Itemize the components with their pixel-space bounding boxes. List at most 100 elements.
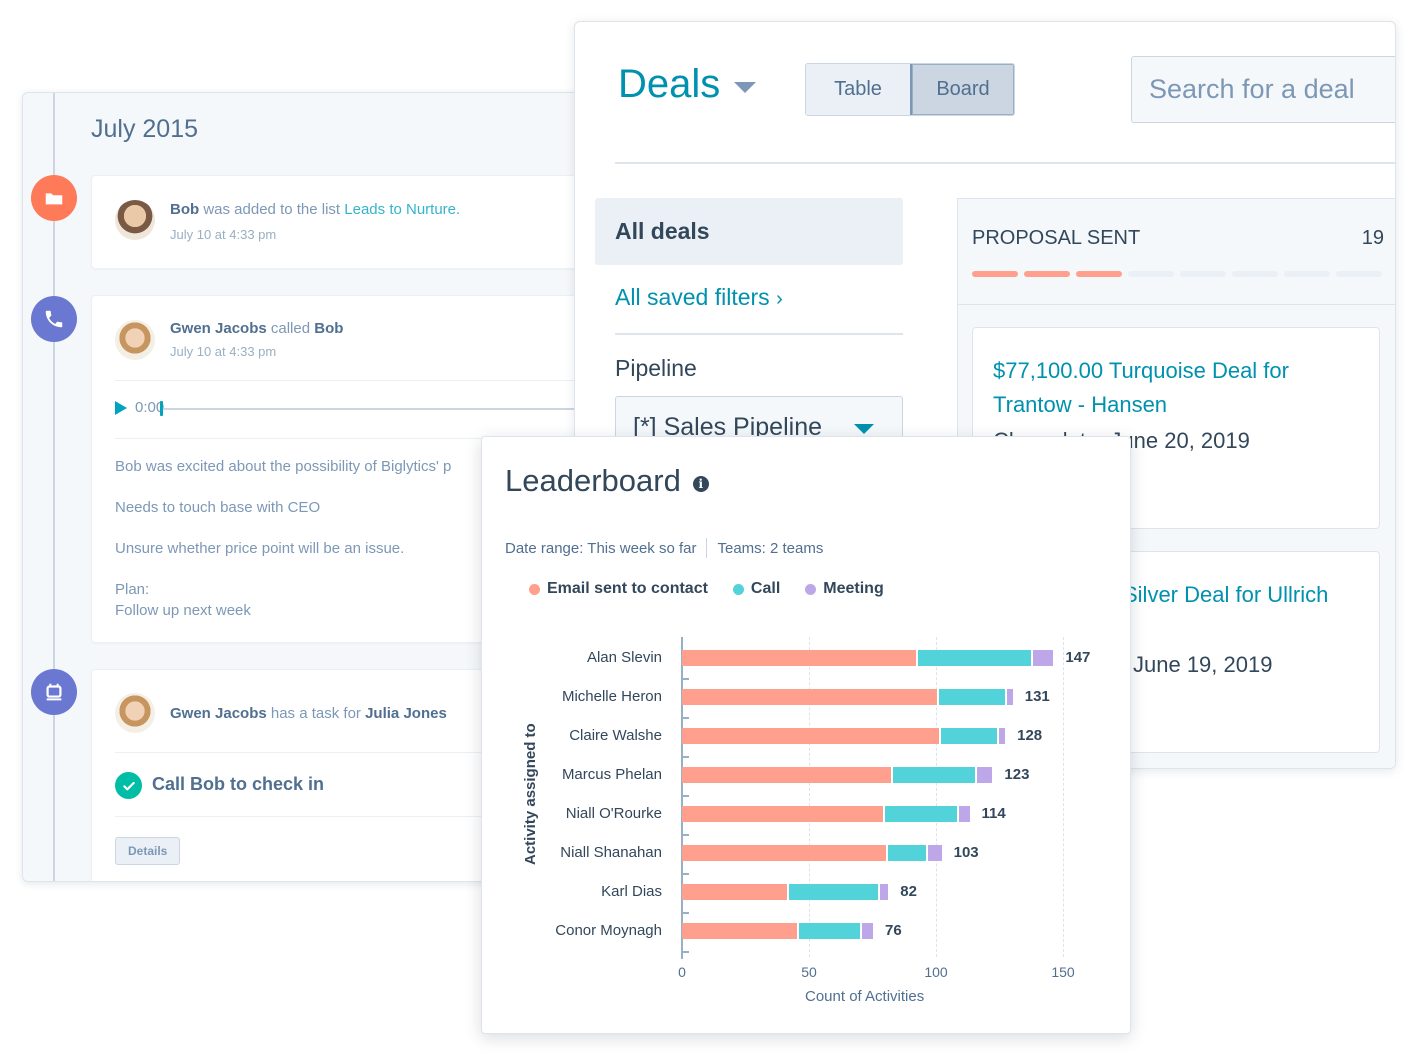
task-title[interactable]: Call Bob to check in bbox=[152, 774, 325, 794]
all-deals-filter[interactable]: All deals bbox=[595, 198, 903, 265]
bar-segment[interactable] bbox=[976, 767, 995, 783]
bar-segment[interactable] bbox=[1007, 689, 1015, 705]
bar-segment[interactable] bbox=[892, 767, 977, 783]
call-note-line: Plan: bbox=[115, 581, 150, 598]
bar-segment[interactable] bbox=[682, 845, 888, 861]
x-axis-title: Count of Activities bbox=[805, 988, 925, 1005]
event-target: Julia Jones bbox=[365, 705, 447, 722]
bar-total-label: 147 bbox=[1065, 649, 1091, 666]
stage-name: PROPOSAL SENT bbox=[972, 227, 1141, 249]
avatar-gwen-jacobs bbox=[115, 320, 155, 360]
bar-segment[interactable] bbox=[798, 923, 863, 939]
y-tick bbox=[681, 951, 689, 953]
deal-name-link[interactable]: $77,100.00 Turquoise Deal for Trantow - … bbox=[993, 354, 1289, 422]
bar-segment[interactable] bbox=[880, 884, 891, 900]
legend-item-email[interactable]: Email sent to contact bbox=[529, 580, 708, 598]
event-summary: Gwen Jacobs called Bob bbox=[170, 320, 343, 337]
calendar-icon bbox=[31, 669, 77, 715]
audio-scrubber-handle[interactable] bbox=[160, 401, 163, 416]
bar-segment[interactable] bbox=[862, 923, 876, 939]
list-link[interactable]: Leads to Nurture. bbox=[344, 201, 461, 218]
chevron-down-icon bbox=[734, 82, 757, 93]
divider bbox=[115, 752, 591, 753]
board-view-button[interactable]: Board bbox=[910, 64, 1014, 115]
x-tick-label: 0 bbox=[678, 964, 686, 980]
deal-name-line: Trantow - Hansen bbox=[993, 392, 1168, 417]
bar-row[interactable] bbox=[682, 767, 995, 783]
play-icon[interactable] bbox=[115, 400, 127, 415]
audio-time: 0:00 bbox=[135, 399, 165, 416]
bar-segment[interactable] bbox=[788, 884, 881, 900]
folder-icon bbox=[31, 175, 77, 221]
deals-title-dropdown[interactable]: Deals bbox=[618, 62, 757, 107]
bar-segment[interactable] bbox=[682, 806, 886, 822]
bar-segment[interactable] bbox=[682, 767, 893, 783]
saved-filters-label: All saved filters bbox=[615, 284, 770, 310]
bar-row[interactable] bbox=[682, 689, 1015, 705]
bar-total-label: 123 bbox=[1004, 766, 1030, 783]
category-label: Michelle Heron bbox=[561, 688, 662, 705]
bar-row[interactable] bbox=[682, 923, 876, 939]
bar-segment[interactable] bbox=[682, 650, 919, 666]
legend-item-meeting[interactable]: Meeting bbox=[805, 580, 884, 598]
info-icon[interactable]: i bbox=[692, 476, 709, 492]
divider bbox=[958, 304, 1395, 305]
timeline-event-list-added[interactable]: Bob was added to the list Leads to Nurtu… bbox=[91, 175, 591, 269]
bar-segment[interactable] bbox=[682, 884, 789, 900]
date-range-filter[interactable]: Date range: This week so far bbox=[505, 539, 697, 557]
event-actor: Bob bbox=[170, 201, 200, 218]
gridline bbox=[809, 637, 810, 957]
y-tick bbox=[681, 912, 689, 914]
gridline bbox=[1063, 637, 1064, 957]
y-tick bbox=[681, 834, 689, 836]
bar-segment[interactable] bbox=[938, 689, 1008, 705]
bar-row[interactable] bbox=[682, 884, 891, 900]
table-view-button[interactable]: Table bbox=[806, 64, 910, 115]
chart-legend: Email sent to contact Call Meeting bbox=[529, 580, 884, 598]
leaderboard-filters: Date range: This week so far Teams: 2 te… bbox=[505, 538, 823, 558]
x-tick-label: 50 bbox=[801, 964, 817, 980]
bar-segment[interactable] bbox=[682, 728, 942, 744]
caret-down-icon bbox=[854, 424, 874, 434]
legend-label: Call bbox=[750, 580, 781, 597]
bar-segment[interactable] bbox=[999, 728, 1008, 744]
timeline-month-heading: July 2015 bbox=[91, 115, 199, 143]
legend-item-call[interactable]: Call bbox=[732, 580, 781, 598]
bar-segment[interactable] bbox=[682, 689, 939, 705]
bar-segment[interactable] bbox=[1032, 650, 1056, 666]
audio-scrubber-track[interactable] bbox=[162, 408, 582, 410]
bar-row[interactable] bbox=[682, 650, 1056, 666]
call-note-line: Bob was excited about the possibility of… bbox=[115, 458, 452, 475]
bar-segment[interactable] bbox=[958, 806, 972, 822]
timeline-line bbox=[53, 93, 55, 881]
bar-segment[interactable] bbox=[885, 806, 959, 822]
task-complete-check-icon[interactable] bbox=[115, 772, 142, 799]
pipeline-label: Pipeline bbox=[615, 355, 697, 381]
event-action: has a task for bbox=[270, 705, 361, 722]
category-label: Niall Shanahan bbox=[560, 844, 662, 861]
bar-segment[interactable] bbox=[887, 845, 929, 861]
bar-row[interactable] bbox=[682, 845, 944, 861]
stage-count: 19 bbox=[1361, 227, 1384, 249]
all-saved-filters-link[interactable]: All saved filters › bbox=[615, 284, 783, 311]
divider bbox=[615, 333, 903, 335]
bar-total-label: 82 bbox=[900, 883, 917, 900]
y-tick bbox=[681, 717, 689, 719]
deal-name-line: $77,100.00 Turquoise Deal for bbox=[993, 358, 1289, 383]
legend-dot-call bbox=[732, 583, 744, 595]
bar-segment[interactable] bbox=[928, 845, 944, 861]
bar-row[interactable] bbox=[682, 728, 1008, 744]
bar-segment[interactable] bbox=[918, 650, 1033, 666]
teams-filter[interactable]: Teams: 2 teams bbox=[717, 539, 824, 557]
view-toggle: Table Board bbox=[805, 63, 1015, 116]
audio-player: 0:00 bbox=[115, 399, 164, 416]
bar-row[interactable] bbox=[682, 806, 972, 822]
bar-total-label: 114 bbox=[981, 805, 1006, 822]
deal-name-link[interactable]: Silver Deal for Ullrich bbox=[1123, 582, 1329, 607]
details-button[interactable]: Details bbox=[115, 837, 181, 865]
bar-segment[interactable] bbox=[941, 728, 1000, 744]
category-label: Claire Walshe bbox=[569, 727, 662, 744]
y-tick bbox=[681, 795, 689, 797]
deal-search-input[interactable]: Search for a deal bbox=[1131, 56, 1395, 123]
bar-segment[interactable] bbox=[682, 923, 799, 939]
